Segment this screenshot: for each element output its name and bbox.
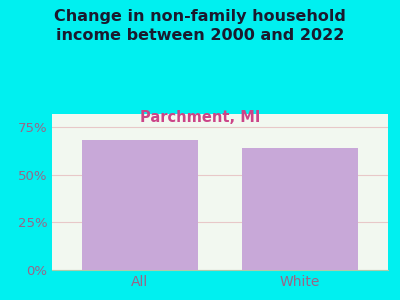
Text: Change in non-family household
income between 2000 and 2022: Change in non-family household income be…: [54, 9, 346, 43]
Bar: [242, 148, 358, 270]
Text: Parchment, MI: Parchment, MI: [140, 110, 260, 124]
Bar: [82, 140, 198, 270]
